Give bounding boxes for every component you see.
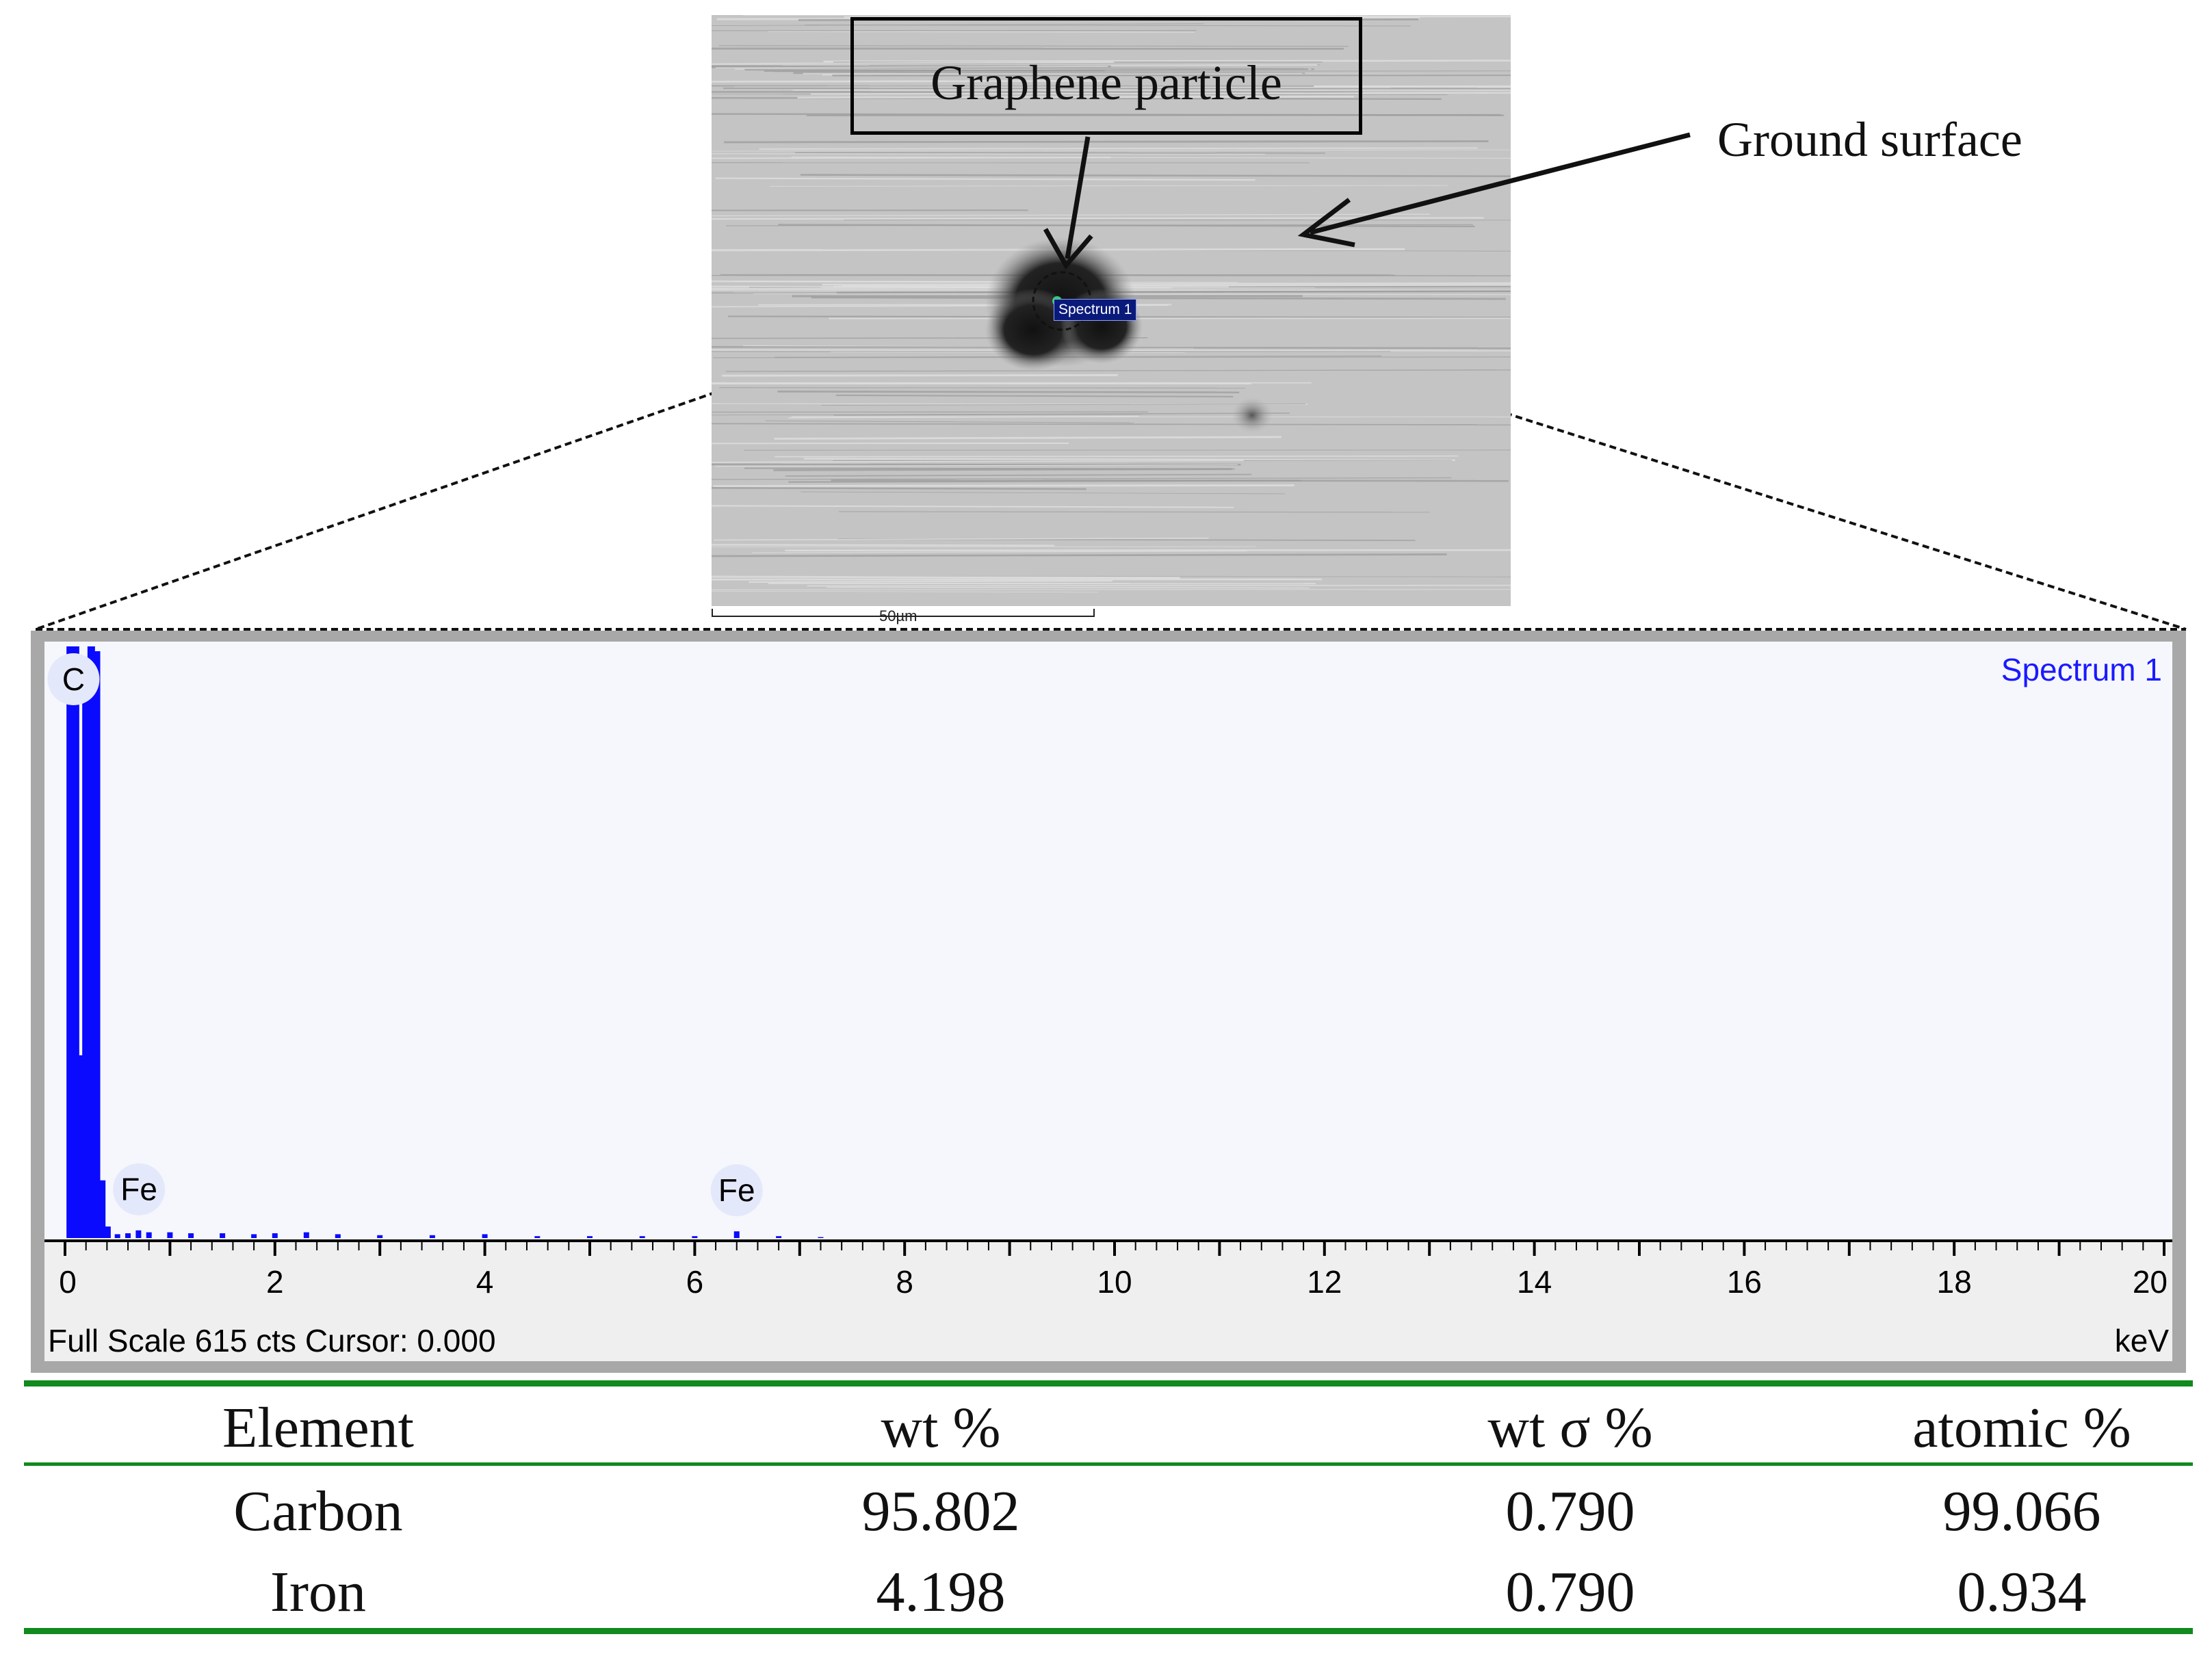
- spectrum-bar: [92, 651, 101, 1238]
- spectrum-bar: [188, 1233, 194, 1238]
- spectrum-bar: [220, 1233, 226, 1238]
- peak-label-marker: [47, 653, 100, 705]
- x-tick-label: 20: [2133, 1264, 2168, 1300]
- ground-surface-label: Ground surface: [1717, 112, 2022, 167]
- spectrum-location-tag: Spectrum 1: [1054, 299, 1137, 321]
- spectrum-bar: [482, 1234, 488, 1238]
- spectrum-bar: [66, 646, 75, 1238]
- x-tick-label: 0: [59, 1264, 77, 1300]
- scale-bar-label: 50µm: [879, 607, 918, 625]
- spectrum-bar: [692, 1236, 698, 1238]
- cell-carbon-element: Carbon: [233, 1480, 403, 1543]
- x-tick-label: 14: [1517, 1264, 1552, 1300]
- x-tick-label: 16: [1727, 1264, 1762, 1300]
- peak-label-marker: [113, 1163, 166, 1215]
- spectrum-title: Spectrum 1: [2001, 652, 2162, 687]
- spectrum-bar: [251, 1234, 257, 1238]
- spectrum-bar: [429, 1235, 435, 1238]
- spectrum-bar: [272, 1233, 278, 1238]
- spectrum-axis-area: [44, 1239, 2172, 1361]
- spectrum-bar: [98, 1180, 106, 1238]
- table-bottom-rule: [24, 1628, 2193, 1634]
- cell-iron-wt-sigma: 0.790: [1505, 1560, 1635, 1624]
- peak-label-marker: [710, 1164, 763, 1217]
- spectrum-bar: [167, 1232, 173, 1238]
- x-tick-label: 10: [1097, 1264, 1132, 1300]
- spectrum-bar: [733, 1231, 740, 1238]
- spectrum-bar: [303, 1232, 309, 1238]
- header-atomic: atomic %: [1912, 1396, 2131, 1460]
- header-wt: wt %: [881, 1396, 1001, 1460]
- x-tick-label: 2: [266, 1264, 284, 1300]
- cell-iron-atomic: 0.934: [1957, 1560, 2087, 1624]
- cell-carbon-wt: 95.802: [861, 1480, 1020, 1543]
- spectrum-footer: Full Scale 615 cts Cursor: 0.000: [48, 1323, 496, 1358]
- x-tick-label: 12: [1307, 1264, 1342, 1300]
- cell-carbon-wt-sigma: 0.790: [1505, 1480, 1635, 1543]
- table-header-rule: [24, 1462, 2193, 1466]
- particle-callout-box: [850, 17, 1362, 135]
- particle-callout-label: Graphene particle: [931, 55, 1282, 110]
- cell-carbon-atomic: 99.066: [1942, 1480, 2101, 1543]
- peak-label: Fe: [718, 1172, 755, 1208]
- spectrum-bar: [82, 661, 90, 1238]
- spectrum-bar: [818, 1237, 824, 1238]
- spectrum-bar: [534, 1236, 541, 1238]
- spectrum-bar: [587, 1236, 593, 1238]
- spectrum-bar: [103, 1226, 111, 1238]
- scale-bar: 50µm: [712, 607, 1095, 632]
- table-top-rule: [24, 1380, 2193, 1386]
- peak-label: C: [62, 661, 85, 697]
- spectrum-plot-area: [44, 642, 2172, 1239]
- x-tick-label: 8: [896, 1264, 913, 1300]
- header-wt-sigma: wt σ %: [1487, 1396, 1653, 1460]
- cell-iron-wt: 4.198: [876, 1560, 1006, 1624]
- spectrum-bar: [71, 646, 79, 1238]
- spectrum-bar: [776, 1236, 782, 1238]
- peak-label: Fe: [120, 1172, 157, 1207]
- header-element: Element: [222, 1396, 414, 1460]
- x-tick-label: 6: [686, 1264, 704, 1300]
- spectrum-bar: [335, 1234, 341, 1238]
- spectrum-bar: [87, 646, 95, 1238]
- spectrum-bar: [114, 1234, 120, 1238]
- x-axis-unit: keV: [2114, 1323, 2169, 1358]
- spectrum-bar: [135, 1230, 142, 1238]
- cell-iron-element: Iron: [270, 1560, 366, 1624]
- x-tick-label: 4: [476, 1264, 494, 1300]
- x-tick-label: 18: [1937, 1264, 1972, 1300]
- spectrum-bar: [377, 1235, 383, 1238]
- sem-micrograph: [712, 15, 1511, 606]
- spectrum-bar: [639, 1236, 645, 1238]
- spectrum-bar: [125, 1233, 131, 1238]
- spectrum-bar: [146, 1232, 152, 1238]
- spectrum-bar: [77, 1055, 85, 1238]
